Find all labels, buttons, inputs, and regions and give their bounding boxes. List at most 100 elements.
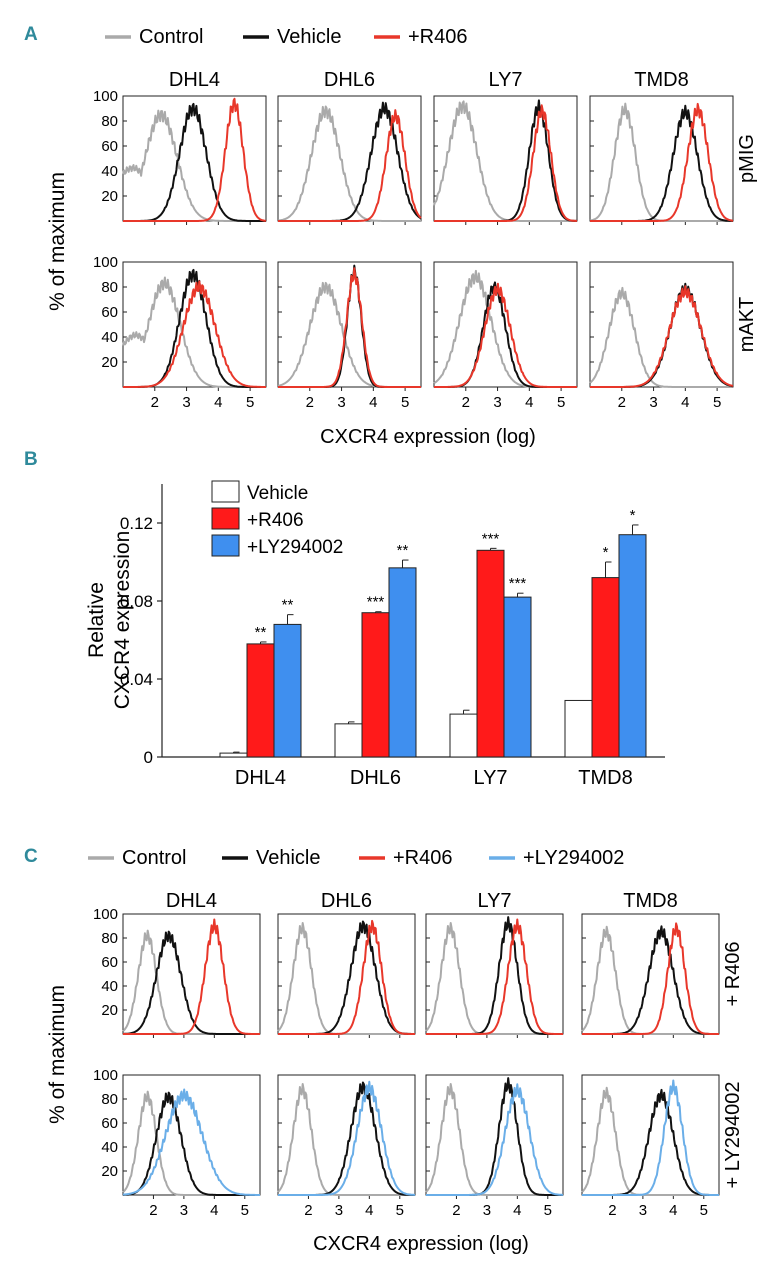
- x-tick-label: 4: [365, 1202, 373, 1219]
- y-tick-label: 0.12: [120, 514, 153, 533]
- column-title-ly7: LY7: [477, 890, 511, 912]
- category-label-ly7: LY7: [473, 767, 507, 789]
- y-tick-label: 100: [93, 1067, 118, 1084]
- legend-label-vehicle: Vehicle: [277, 26, 342, 48]
- y-tick-label: 100: [93, 88, 118, 105]
- x-tick-label: 5: [700, 1202, 708, 1219]
- legend-label-vehicle: Vehicle: [256, 847, 321, 869]
- histogram-panel-ly7-makt: 2 3 4 5: [433, 261, 578, 411]
- panel-c-letter: C: [24, 846, 38, 867]
- x-tick-label: 5: [401, 394, 409, 411]
- a-x-axis-title: CXCR4 expression (log): [320, 426, 536, 448]
- y-tick-label: 40: [101, 978, 118, 995]
- legend-swatch-r406: [211, 507, 240, 530]
- significance-label: **: [397, 542, 409, 559]
- histogram-panel-dhl6-r406: [277, 913, 416, 1038]
- significance-label: **: [255, 624, 267, 641]
- category-label-dhl6: DHL6: [350, 767, 401, 789]
- y-tick-label: 20: [101, 1163, 118, 1180]
- histogram-curve-r406: [123, 97, 267, 222]
- bar-r406-tmd8: [591, 577, 620, 758]
- column-title-tmd8: TMD8: [634, 69, 688, 91]
- column-title-ly7: LY7: [488, 69, 522, 91]
- histogram-curve-r406: [425, 918, 564, 1035]
- histogram-panel-dhl6-pmig: [277, 95, 422, 225]
- panel-b-letter: B: [24, 449, 38, 470]
- significance-label: **: [282, 597, 294, 614]
- significance-label: ***: [482, 530, 500, 547]
- histogram-curve-vehicle: [590, 282, 734, 388]
- category-label-dhl4: DHL4: [235, 767, 286, 789]
- y-tick-label: 40: [101, 163, 118, 180]
- x-tick-label: 3: [335, 1202, 343, 1219]
- bar-r406-dhl4: [246, 643, 275, 758]
- legend-label-r406: +R406: [247, 510, 304, 531]
- x-tick-label: 3: [639, 1202, 647, 1219]
- row-label-r406: + R406: [722, 941, 744, 1006]
- bar-r406-dhl6: [361, 612, 390, 758]
- legend-label-control: Control: [139, 26, 203, 48]
- histogram-frame: [122, 261, 267, 388]
- histogram-curve-r406: [277, 919, 416, 1035]
- x-tick-label: 3: [337, 394, 345, 411]
- y-tick-label: 20: [101, 1002, 118, 1019]
- bar-vehicle-tmd8: [564, 699, 593, 758]
- y-tick-label: 40: [101, 1139, 118, 1156]
- row-label-makt: mAKT: [736, 297, 758, 353]
- bar-ly294002-tmd8: [618, 534, 647, 758]
- y-tick-label: 40: [101, 329, 118, 346]
- histogram-panel-dhl4-pmig: 20 40 60 80 100: [93, 88, 267, 225]
- y-tick-label: 0.04: [120, 670, 153, 689]
- histogram-curve-vehicle: [590, 104, 734, 222]
- x-tick-label: 2: [618, 394, 626, 411]
- histogram-curve-r406: [122, 918, 261, 1035]
- x-tick-label: 5: [713, 394, 721, 411]
- a-y-axis-title: % of maximum: [46, 172, 69, 311]
- histogram-curve-r406: [590, 285, 734, 388]
- legend-swatch-ly294002: [211, 534, 240, 557]
- histogram-curve-control: [425, 922, 564, 1035]
- significance-label: ***: [509, 575, 527, 592]
- bar-vehicle-dhl4: [219, 752, 248, 758]
- y-tick-label: 80: [101, 113, 118, 130]
- histogram-curve-control: [277, 922, 416, 1035]
- histogram-panel-ly7-r406: [425, 913, 564, 1038]
- significance-label: *: [630, 507, 636, 524]
- histogram-curve-ly294002: [581, 1079, 720, 1196]
- histogram-panel-dhl4-r406: 20 40 60 80 100: [93, 906, 261, 1038]
- y-tick-label: 60: [101, 304, 118, 321]
- histogram-curve-ly294002: [277, 1080, 416, 1196]
- y-tick-label: 60: [101, 1115, 118, 1132]
- x-tick-label: 4: [513, 1202, 521, 1219]
- y-tick-label: 80: [101, 1091, 118, 1108]
- x-tick-label: 5: [544, 1202, 552, 1219]
- x-tick-label: 2: [462, 394, 470, 411]
- histogram-frame: [581, 1074, 720, 1196]
- legend-label-control: Control: [122, 847, 186, 869]
- histogram-panel-dhl6-ly294002: 2 3 4 5: [277, 1074, 416, 1219]
- column-title-dhl6: DHL6: [321, 890, 372, 912]
- histogram-panel-dhl6-makt: 2 3 4 5: [277, 261, 422, 411]
- histogram-curve-vehicle: [278, 264, 421, 388]
- histogram-curve-r406: [581, 922, 720, 1035]
- histogram-panel-tmd8-makt: 2 3 4 5: [589, 261, 734, 411]
- panel-c: Control Vehicle +R406 +LY294002 DHL4 DHL6 LY7 T…: [46, 847, 744, 1255]
- bar-r406-ly7: [476, 549, 505, 758]
- row-label-ly294002: + LY294002: [722, 1082, 744, 1189]
- x-tick-label: 4: [525, 394, 533, 411]
- row-label-pmig: pMIG: [736, 134, 758, 183]
- x-tick-label: 3: [493, 394, 501, 411]
- x-tick-label: 2: [151, 394, 159, 411]
- legend-swatch-vehicle: [211, 480, 240, 503]
- significance-label: *: [603, 544, 609, 561]
- x-tick-label: 5: [557, 394, 565, 411]
- c-x-axis-title: CXCR4 expression (log): [313, 1233, 529, 1255]
- column-title-dhl6: DHL6: [324, 69, 375, 91]
- histogram-panel-dhl4-makt: 2 3 4 5 20 40 60 80 100: [93, 254, 267, 411]
- bar-ly294002-dhl4: [273, 623, 302, 758]
- category-label-tmd8: TMD8: [578, 767, 632, 789]
- histogram-curve-r406: [278, 267, 421, 388]
- histogram-panel-dhl4-ly294002: 2 3 4 5 20 40 60 80 100: [93, 1067, 261, 1219]
- histogram-curve-control: [589, 286, 733, 388]
- histogram-curve-control: [277, 1083, 416, 1196]
